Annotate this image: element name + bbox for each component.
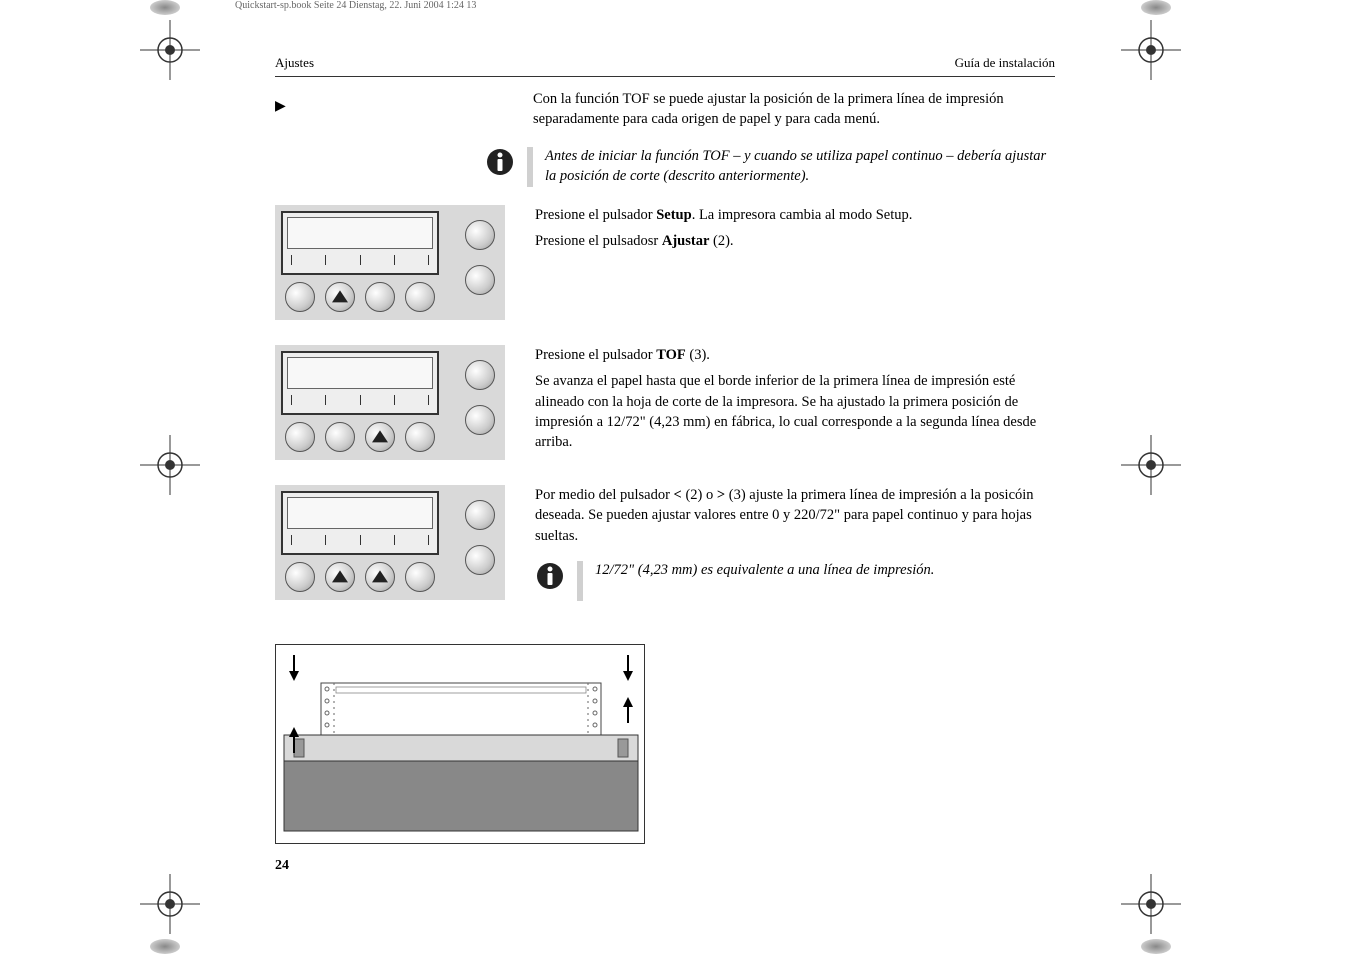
- panel-button-up-icon: [365, 422, 395, 452]
- panel-side-button-icon: [465, 500, 495, 530]
- registration-mark-icon: [1121, 20, 1181, 80]
- panel-button-up-icon: [325, 282, 355, 312]
- note-text: 12/72" (4,23 mm) es equivalente a una lí…: [595, 561, 934, 581]
- panel-side-button-icon: [465, 360, 495, 390]
- panel-button-icon: [285, 422, 315, 452]
- corner-ornament-icon: [150, 0, 180, 15]
- section-arrow-icon: ▶: [275, 98, 286, 115]
- info-icon: [485, 147, 515, 177]
- panel-side-button-icon: [465, 220, 495, 250]
- header-section: Ajustes: [275, 55, 314, 71]
- step-3-text: Por medio del pulsador < (2) o > (3) aju…: [535, 485, 1055, 619]
- panel-button-icon: [365, 282, 395, 312]
- intro-text: Con la función TOF se puede ajustar la p…: [533, 90, 1055, 129]
- corner-ornament-icon: [150, 939, 180, 954]
- printer-panel-illustration: [275, 485, 505, 600]
- panel-button-up-icon: [365, 562, 395, 592]
- panel-side-button-icon: [465, 405, 495, 435]
- step-1: Presione el pulsador Setup. La impresora…: [275, 205, 1055, 320]
- panel-button-icon: [325, 422, 355, 452]
- panel-side-button-icon: [465, 265, 495, 295]
- book-reference: Quickstart-sp.book Seite 24 Dienstag, 22…: [235, 0, 476, 11]
- panel-button-icon: [405, 282, 435, 312]
- step-2: Presione el pulsador TOF (3). Se avanza …: [275, 345, 1055, 460]
- note-divider: [527, 147, 533, 187]
- panel-button-icon: [285, 282, 315, 312]
- info-note: Antes de iniciar la función TOF – y cuan…: [485, 147, 1055, 187]
- corner-ornament-icon: [1141, 939, 1171, 954]
- printer-panel-illustration: [275, 345, 505, 460]
- registration-mark-icon: [140, 874, 200, 934]
- panel-button-up-icon: [325, 562, 355, 592]
- page-header: Ajustes Guía de instalación: [275, 55, 1055, 77]
- step-1-text: Presione el pulsador Setup. La impresora…: [535, 205, 1055, 252]
- panel-button-icon: [285, 562, 315, 592]
- step-3: Por medio del pulsador < (2) o > (3) aju…: [275, 485, 1055, 619]
- registration-mark-icon: [140, 20, 200, 80]
- step-2-text: Presione el pulsador TOF (3). Se avanza …: [535, 345, 1055, 452]
- panel-button-icon: [405, 422, 435, 452]
- corner-ornament-icon: [1141, 0, 1171, 15]
- page-number: 24: [275, 858, 289, 874]
- printer-panel-illustration: [275, 205, 505, 320]
- info-note: 12/72" (4,23 mm) es equivalente a una lí…: [535, 561, 1055, 601]
- panel-button-icon: [405, 562, 435, 592]
- panel-side-button-icon: [465, 545, 495, 575]
- header-guide: Guía de instalación: [955, 55, 1055, 71]
- registration-mark-icon: [1121, 435, 1181, 495]
- note-text: Antes de iniciar la función TOF – y cuan…: [545, 147, 1055, 186]
- registration-mark-icon: [140, 435, 200, 495]
- info-icon: [535, 561, 565, 591]
- registration-mark-icon: [1121, 874, 1181, 934]
- printer-cutaway-illustration: [275, 644, 645, 844]
- note-divider: [577, 561, 583, 601]
